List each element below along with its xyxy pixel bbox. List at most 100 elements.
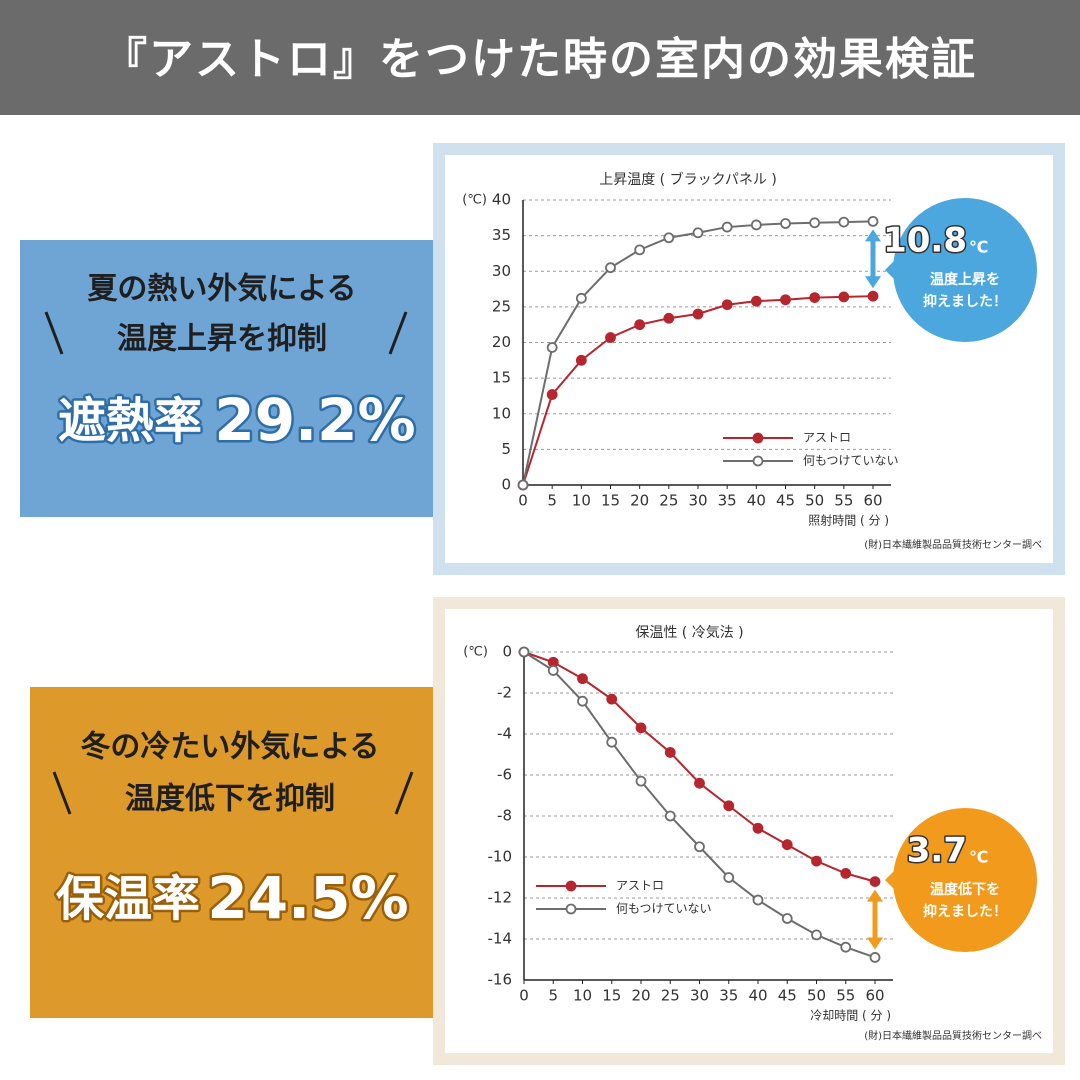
data-point	[517, 479, 529, 491]
bubble	[893, 198, 1037, 342]
y-tick-label: 20	[492, 333, 511, 351]
x-tick-label: 15	[602, 987, 621, 1005]
panel-box	[20, 240, 433, 517]
data-point	[634, 244, 646, 256]
x-tick-label: 55	[836, 987, 855, 1005]
y-unit: (℃)	[463, 645, 488, 660]
data-point	[635, 722, 647, 734]
x-tick-label: 0	[519, 987, 529, 1005]
chart-title: 上昇温度 ( ブラックパネル )	[599, 171, 777, 188]
decoration	[394, 771, 414, 815]
x-axis-label: 冷却時間 ( 分 )	[810, 1009, 891, 1023]
data-point	[840, 941, 852, 953]
data-point	[867, 290, 879, 302]
panel-metric: 遮熱率	[58, 393, 202, 449]
data-point	[664, 747, 676, 758]
y-tick-label: 0	[501, 476, 511, 494]
data-point	[840, 868, 852, 879]
annotation-text: 抑えました！	[923, 903, 1007, 920]
data-point	[663, 232, 675, 244]
y-tick-label: -16	[488, 971, 513, 989]
x-tick-label: 55	[834, 492, 853, 510]
data-point	[811, 855, 822, 867]
source-note: (財)日本繊維製品品質技術センター調べ	[864, 1029, 1042, 1042]
data-point	[838, 291, 850, 303]
y-tick-label: -10	[488, 848, 513, 866]
panel-line: 冬の冷たい外気による	[80, 730, 379, 765]
annotation-value: 10.8	[883, 221, 967, 261]
y-tick-label: -4	[497, 725, 512, 743]
x-tick-label: 50	[805, 492, 824, 510]
data-point	[664, 810, 676, 822]
data-point	[546, 389, 558, 400]
x-tick-label: 50	[807, 987, 826, 1005]
x-tick-label: 30	[690, 987, 709, 1005]
data-point	[606, 736, 618, 748]
data-point	[752, 822, 764, 834]
data-point	[634, 319, 646, 331]
data-point	[780, 218, 791, 229]
x-tick-label: 15	[601, 492, 620, 510]
annotation-text: 温度上昇を	[930, 271, 1000, 288]
data-point	[781, 913, 793, 924]
arrow-head	[865, 276, 881, 289]
data-point	[752, 894, 764, 906]
data-point	[547, 665, 559, 676]
data-point	[692, 227, 704, 239]
x-tick-label: 10	[572, 492, 591, 510]
y-tick-label: -6	[497, 766, 512, 784]
legend-marker	[565, 903, 577, 915]
legend-label: 何もつけていない	[616, 902, 712, 916]
panel-line: 温度低下を抑制	[125, 782, 335, 817]
data-point	[518, 646, 530, 658]
data-point	[809, 217, 821, 229]
data-point	[575, 292, 587, 304]
data-point	[723, 872, 735, 883]
data-point	[750, 219, 762, 231]
annotation-value: 3.7	[907, 831, 967, 871]
arrow-head	[867, 937, 883, 950]
panel-line: 夏の熱い外気による	[87, 272, 356, 307]
x-tick-label: 60	[865, 987, 884, 1005]
data-point	[635, 775, 647, 787]
y-unit: (℃)	[462, 193, 487, 208]
y-tick-label: 15	[492, 369, 511, 387]
header-bar	[0, 0, 1080, 115]
x-axis-label: 照射時間 ( 分 )	[808, 513, 889, 528]
legend-label: 何もつけていない	[803, 454, 899, 468]
data-point	[721, 299, 733, 311]
data-point	[663, 312, 675, 324]
x-tick-label: 35	[718, 492, 737, 510]
x-tick-label: 25	[659, 492, 678, 510]
header-title: 『アストロ』をつけた時の室内の効果検証	[103, 34, 977, 85]
data-point	[781, 839, 793, 851]
data-point	[750, 295, 762, 307]
x-tick-label: 40	[747, 492, 766, 510]
y-tick-label: -14	[488, 930, 513, 948]
y-tick-label: -2	[497, 684, 512, 702]
charts: 上昇温度 ( ブラックパネル ) (℃) 0 5 10 15 20 25 30 35 40 0 5 10 1…	[462, 171, 1042, 1042]
y-tick-label: 35	[492, 226, 511, 244]
legend-label: アストロ	[616, 879, 664, 893]
data-point	[575, 354, 587, 366]
legend-marker	[565, 880, 577, 892]
x-tick-label: 45	[776, 492, 795, 510]
decoration	[388, 311, 408, 355]
data-point	[694, 841, 705, 853]
x-tick-label: 60	[863, 492, 882, 510]
y-tick-label: 40	[492, 191, 511, 209]
panel-value: 29.2%	[214, 386, 415, 454]
data-point	[867, 215, 879, 227]
data-point	[605, 262, 616, 274]
x-tick-label: 20	[631, 987, 650, 1005]
annotation-unit: ℃	[969, 848, 988, 867]
panel-line: 温度上昇を抑制	[117, 322, 327, 357]
decoration	[44, 311, 64, 355]
y-tick-label: 25	[492, 297, 511, 315]
x-tick-label: 40	[748, 987, 767, 1005]
data-point	[869, 952, 881, 963]
annotation-text: 温度低下を	[930, 881, 1000, 898]
x-tick-label: 30	[688, 492, 707, 510]
y-tick-label: 5	[501, 440, 511, 458]
